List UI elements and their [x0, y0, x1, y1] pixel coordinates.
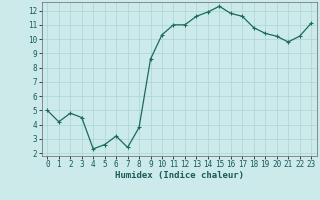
X-axis label: Humidex (Indice chaleur): Humidex (Indice chaleur) — [115, 171, 244, 180]
